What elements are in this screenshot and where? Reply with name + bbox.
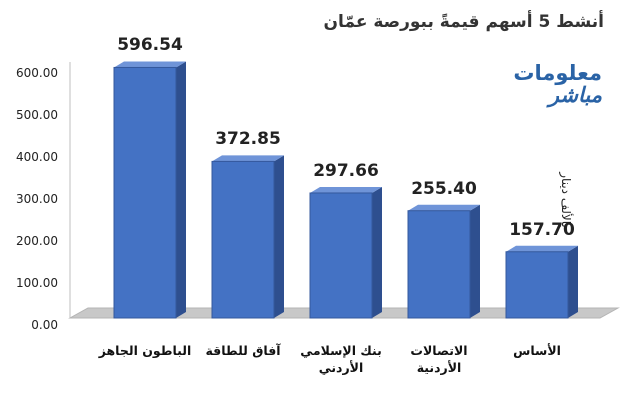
brand-logo: معلومات مباشر bbox=[510, 62, 602, 106]
x-tick-label-line: بنك الإسلامي bbox=[300, 343, 382, 358]
x-tick-label-line: آفاق للطاقة bbox=[205, 343, 281, 358]
bar-side-3 bbox=[372, 186, 382, 318]
bar-top-4 bbox=[408, 204, 480, 211]
bar-top-5 bbox=[506, 245, 578, 252]
bar-top-3 bbox=[310, 186, 382, 193]
x-tick-label: آفاق للطاقة bbox=[188, 342, 298, 359]
bar-side-1 bbox=[176, 61, 186, 319]
y-tick-label: 300.00 bbox=[16, 192, 58, 206]
logo-line-1: معلومات bbox=[513, 61, 602, 85]
bar-3 bbox=[309, 192, 373, 319]
y-tick-label: 600.00 bbox=[16, 66, 58, 80]
bar-top-1 bbox=[114, 61, 186, 68]
y-tick-label: 200.00 bbox=[16, 234, 58, 248]
data-label: 297.66 bbox=[313, 160, 379, 181]
y-tick-label: 0.00 bbox=[31, 318, 58, 332]
x-tick-label: الأساس bbox=[482, 342, 592, 359]
data-label: 372.85 bbox=[215, 129, 281, 150]
y-tick-label: 500.00 bbox=[16, 108, 58, 122]
bar-4 bbox=[407, 210, 471, 319]
bar-2 bbox=[211, 160, 275, 319]
y-tick-label: 400.00 bbox=[16, 150, 58, 164]
y-tick-label: 100.00 bbox=[16, 276, 58, 290]
chart-title: أنشط 5 أسهم قيمةً ببورصة عمّان bbox=[323, 12, 604, 32]
bar-5 bbox=[505, 251, 569, 319]
data-label: 596.54 bbox=[117, 35, 183, 56]
bar-side-5 bbox=[568, 245, 578, 318]
bar-top-2 bbox=[212, 155, 284, 162]
x-tick-label-line: الأردني bbox=[318, 360, 364, 375]
logo-line-2: مباشر bbox=[548, 83, 602, 107]
x-tick-label-line: الأساس bbox=[513, 343, 561, 358]
x-tick-label: الباطون الجاهز bbox=[90, 342, 200, 359]
x-tick-label: بنك الإسلامي الأردني bbox=[286, 342, 396, 376]
bar-1 bbox=[113, 66, 177, 319]
data-label: 157.70 bbox=[509, 219, 575, 240]
bar-side-2 bbox=[274, 155, 284, 318]
bar-side-4 bbox=[470, 204, 480, 318]
x-tick-label-line: الاتصالات bbox=[410, 343, 468, 358]
x-tick-label-line: الباطون الجاهز bbox=[98, 343, 192, 358]
x-tick-label-line: الأردنية bbox=[416, 360, 462, 375]
data-label: 255.40 bbox=[411, 178, 477, 199]
x-tick-label: الاتصالات الأردنية bbox=[384, 342, 494, 376]
